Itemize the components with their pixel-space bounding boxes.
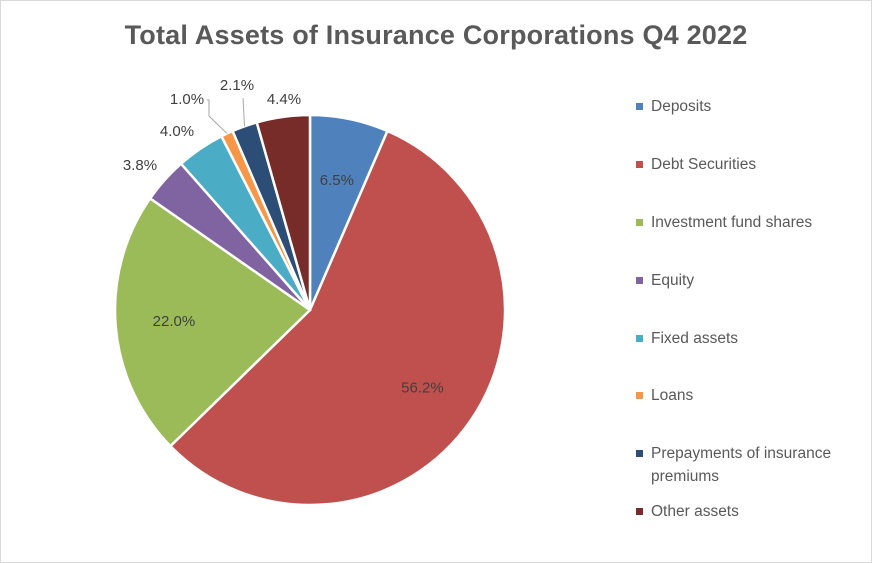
chart-title: Total Assets of Insurance Corporations Q… — [124, 20, 748, 50]
data-label-investment-fund-shares: 22.0% — [153, 313, 196, 330]
data-label-fixed-assets: 4.0% — [160, 123, 194, 140]
data-label-loans: 1.0% — [170, 91, 204, 108]
pie-slice-other-assets — [255, 113, 312, 312]
legend-item-fixed-assets: Fixed assets — [636, 328, 856, 350]
legend-label-other-assets: Other assets — [651, 503, 739, 520]
data-label-debt-securities: 56.2% — [401, 379, 444, 396]
legend-swatch-investment-fund-shares — [636, 219, 643, 226]
data-label-other-assets: 4.4% — [267, 91, 301, 108]
legend-item-deposits: Deposits — [636, 96, 856, 118]
legend-swatch-prepayments — [636, 450, 643, 457]
legend-swatch-deposits — [636, 103, 643, 110]
legend-label-fixed-assets: Fixed assets — [651, 330, 739, 347]
legend-label-investment-fund-shares: Investment fund shares — [651, 214, 813, 231]
legend-label-deposits: Deposits — [651, 98, 712, 115]
legend-item-debt-securities: Debt Securities — [636, 154, 856, 176]
legend-swatch-equity — [636, 277, 643, 284]
legend-label-equity: Equity — [651, 272, 695, 289]
legend-swatch-debt-securities — [636, 161, 643, 168]
legend-item-other-assets: Other assets — [636, 501, 856, 523]
legend-label-loans: Loans — [651, 387, 694, 404]
data-label-prepayments-of-insurance-premiums: 2.1% — [220, 77, 254, 94]
leader-line-loans — [207, 99, 228, 134]
legend-label-prepayments: Prepayments of insurance premiums — [651, 445, 832, 485]
legend-item-equity: Equity — [636, 270, 856, 292]
data-label-equity: 3.8% — [123, 157, 157, 174]
legend-label-debt-securities: Debt Securities — [651, 156, 757, 173]
legend-item-prepayments-of-insurance-premiums: Prepayments of insurance premiums — [636, 443, 856, 488]
pie-slice-debt-securities — [169, 129, 507, 507]
data-label-deposits: 6.5% — [320, 172, 354, 189]
pie-slice-investment-fund-shares — [113, 197, 312, 448]
legend-swatch-fixed-assets — [636, 335, 643, 342]
legend-swatch-loans — [636, 392, 643, 399]
leader-line-prepayments-of-insurance-premiums — [242, 97, 246, 127]
legend-item-loans: Loans — [636, 385, 856, 407]
legend-item-investment-fund-shares: Investment fund shares — [636, 212, 856, 234]
legend-swatch-other-assets — [636, 508, 643, 515]
